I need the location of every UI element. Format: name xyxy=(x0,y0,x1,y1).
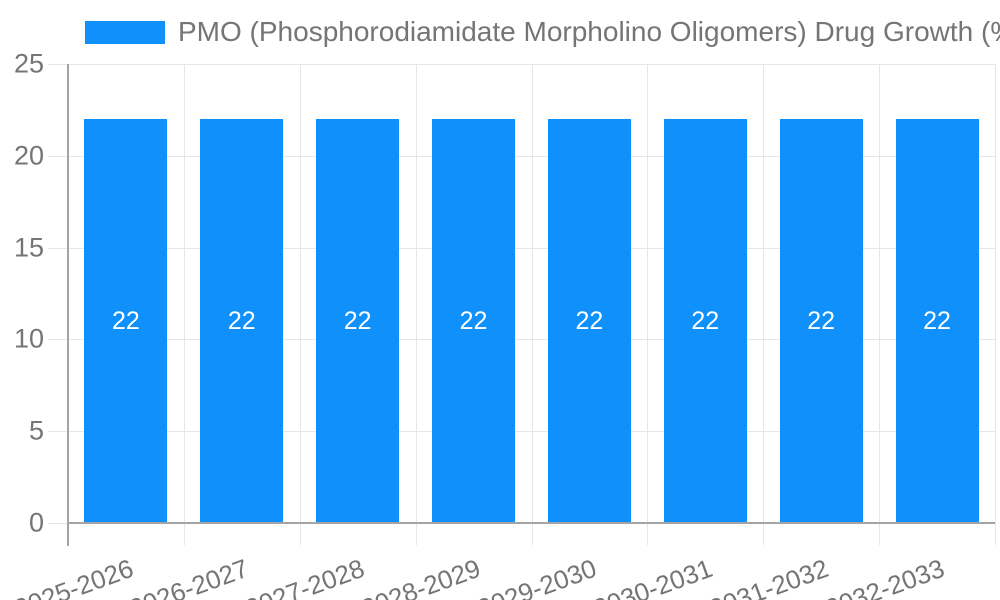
x-gridline xyxy=(763,64,765,545)
x-gridline xyxy=(415,64,417,545)
y-gridline xyxy=(48,155,995,157)
bar-value-label: 22 xyxy=(343,306,372,335)
y-tick-text: 10 xyxy=(13,323,44,354)
bar-value-label: 22 xyxy=(459,306,488,335)
bar: 22 xyxy=(779,119,863,523)
bar: 22 xyxy=(663,119,747,523)
bar-value-label: 22 xyxy=(923,306,951,335)
bar: 22 xyxy=(547,119,631,523)
y-axis-line xyxy=(67,64,69,546)
bar-value-label: 22 xyxy=(691,306,720,335)
x-gridline xyxy=(879,64,881,545)
x-tick-text: 2025-2026 xyxy=(9,552,137,600)
x-tick-text: 2026-2027 xyxy=(125,552,253,600)
x-gridline xyxy=(647,64,649,545)
y-tick-text: 20 xyxy=(13,140,44,171)
legend-swatch xyxy=(85,20,165,44)
bar: 22 xyxy=(200,119,284,523)
bar-value-label: 22 xyxy=(807,306,836,335)
y-tick-text: 25 xyxy=(13,48,44,79)
y-gridline xyxy=(48,64,995,65)
bar-value-label: 22 xyxy=(575,306,604,335)
x-tick-text: 2029-2030 xyxy=(473,552,601,600)
x-tick-text: 2028-2029 xyxy=(357,552,485,600)
x-tick-text: 2030-2031 xyxy=(589,552,717,600)
x-tick-text: 2031-2032 xyxy=(705,552,833,600)
y-gridline xyxy=(48,339,995,341)
bar: 22 xyxy=(432,119,516,523)
bar-value-label: 22 xyxy=(112,306,140,335)
x-gridline xyxy=(183,64,185,545)
y-tick-text: 15 xyxy=(13,232,44,263)
legend-label: PMO (Phosphorodiamidate Morpholino Oligo… xyxy=(178,16,1000,47)
x-gridline xyxy=(995,64,996,545)
x-axis-line xyxy=(67,522,995,524)
y-tick-text: 5 xyxy=(28,415,44,446)
x-tick-text: 2032-2033 xyxy=(820,552,949,600)
bar: 22 xyxy=(316,119,400,523)
bar: 22 xyxy=(895,119,979,523)
x-gridline xyxy=(299,64,301,545)
x-gridline xyxy=(531,64,533,545)
y-gridline xyxy=(48,431,995,433)
y-tick-text: 0 xyxy=(28,507,44,538)
x-tick-text: 2027-2028 xyxy=(241,552,369,600)
chart-legend[interactable]: PMO (Phosphorodiamidate Morpholino Oligo… xyxy=(85,16,1000,48)
bar: 22 xyxy=(84,119,168,523)
bar-value-label: 22 xyxy=(227,306,256,335)
y-gridline xyxy=(48,247,995,249)
